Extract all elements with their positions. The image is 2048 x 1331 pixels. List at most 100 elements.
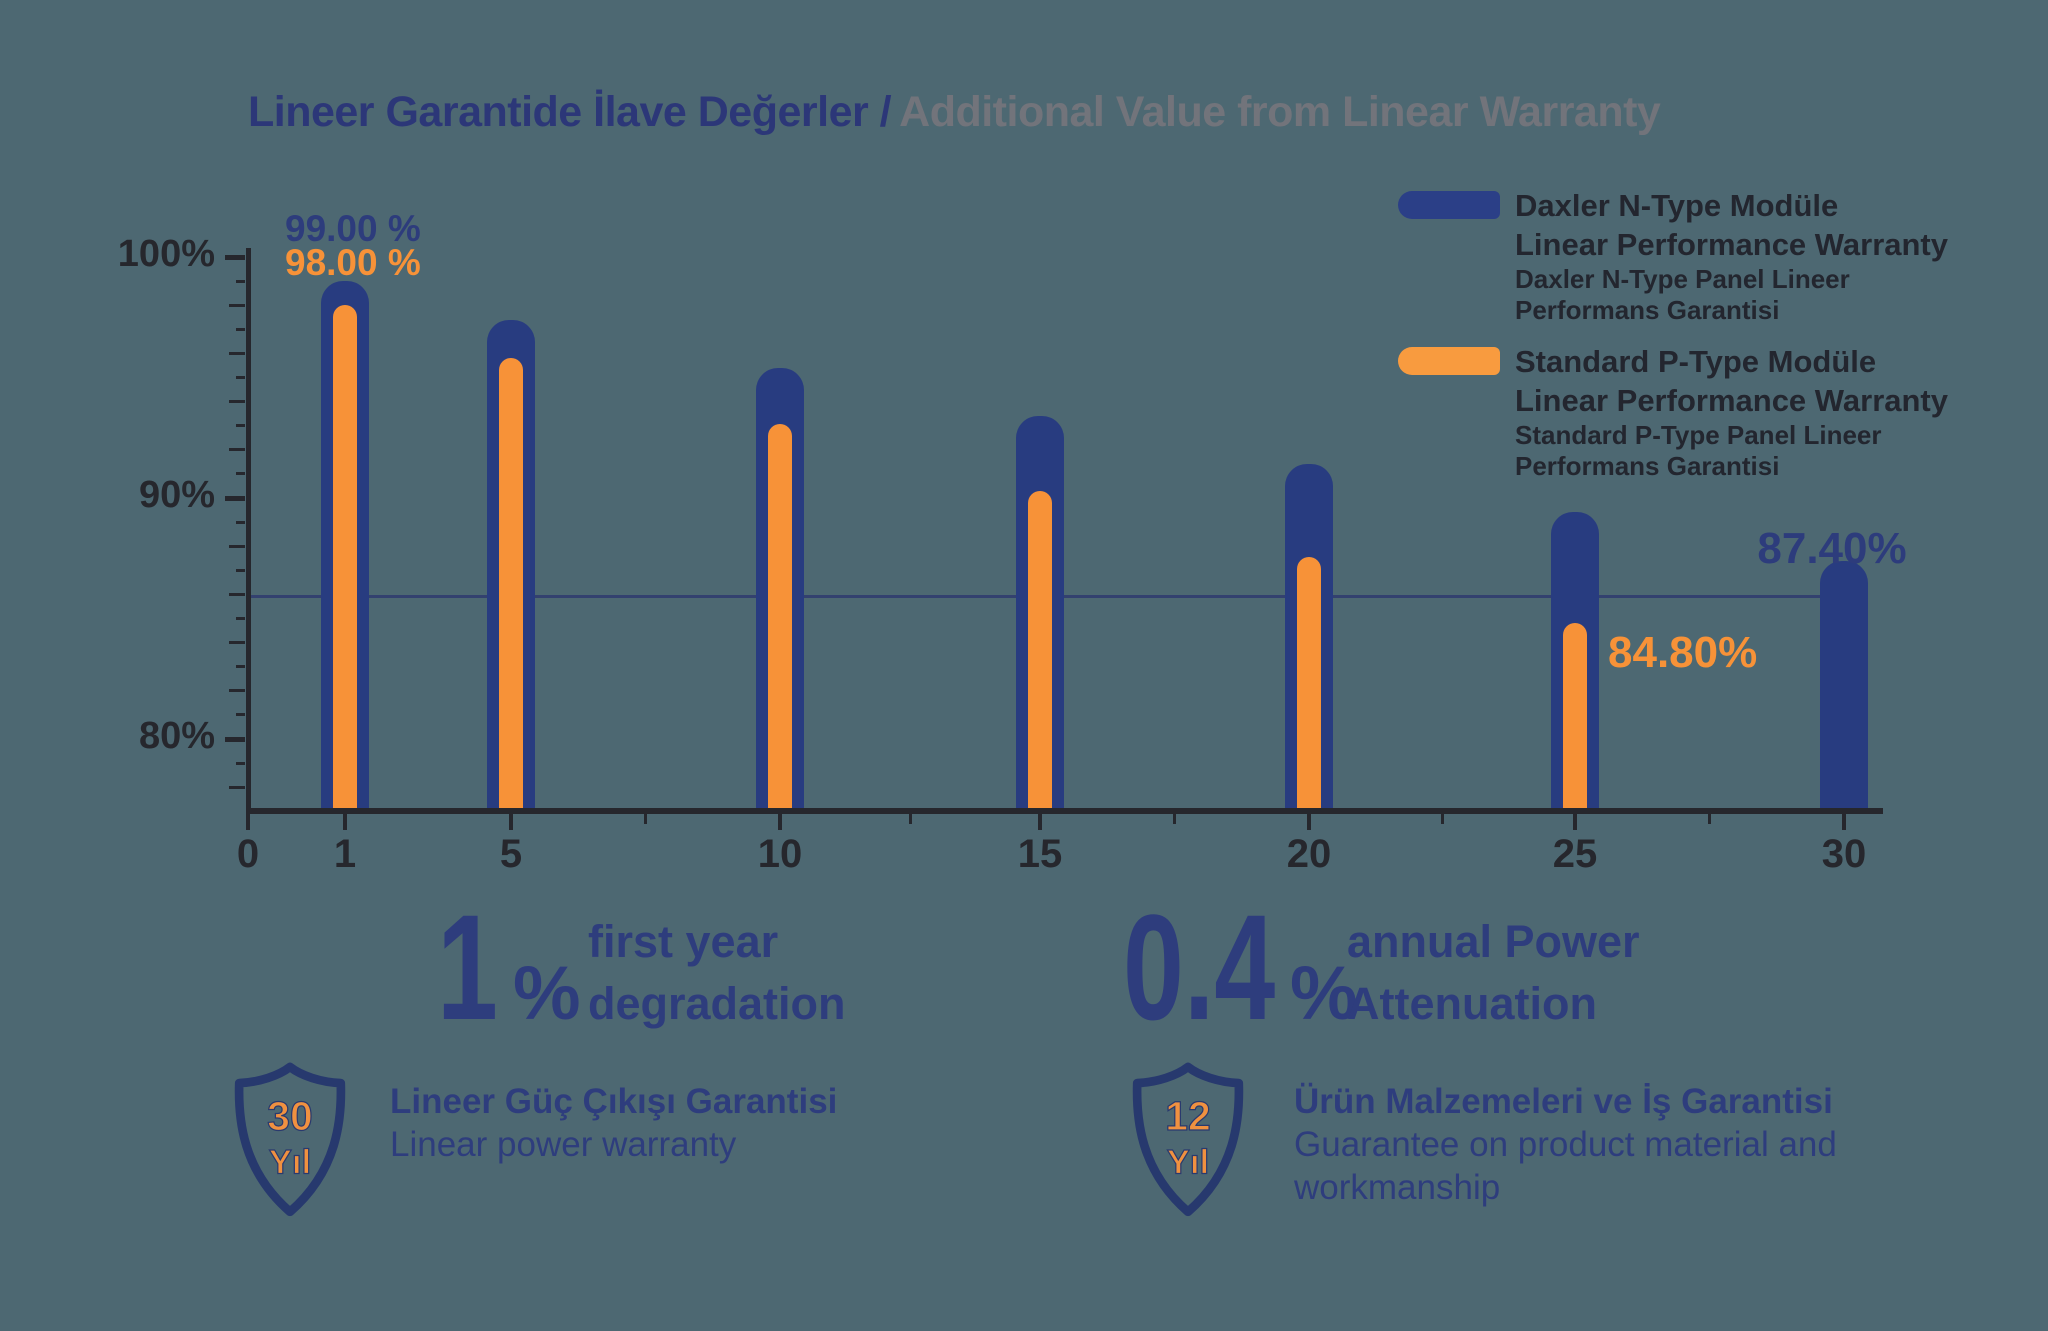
y-axis-minor-tick — [229, 689, 245, 693]
bar-p-type-year-10 — [768, 424, 792, 808]
y-axis-minor-tick — [236, 520, 245, 524]
badge-linear-power-warranty: 30 Yıl Lineer Güç Çıkışı Garantisi Linea… — [228, 1062, 837, 1218]
badge-subtitle: Linear power warranty — [390, 1125, 737, 1164]
y-axis-minor-tick — [229, 448, 245, 452]
y-axis-minor-tick — [236, 761, 245, 765]
y-axis-minor-tick — [229, 544, 245, 548]
bar-n-type-year-30 — [1820, 560, 1868, 808]
x-axis-tick — [343, 814, 347, 830]
title-turkish: Lineer Garantide İlave Değerler — [248, 88, 869, 136]
legend-item-p-type: Standard P-Type Modüle Linear Performanc… — [1398, 342, 2048, 482]
y-axis-minor-tick — [236, 327, 245, 331]
stat-value: 1 — [437, 883, 498, 1051]
y-axis-label: 100% — [117, 233, 215, 275]
legend-line: Daxler N-Type Modüle — [1515, 188, 1839, 223]
y-axis-minor-tick — [229, 303, 245, 307]
x-axis-minor-tick — [908, 814, 912, 824]
stat-label-line: first year — [588, 916, 779, 967]
x-axis-label: 5 — [499, 832, 523, 876]
badge-title: Lineer Güç Çıkışı Garantisi — [390, 1082, 838, 1121]
badge-subtitle: Guarantee on product material and workma… — [1294, 1125, 1837, 1207]
y-axis-minor-tick — [236, 568, 245, 572]
x-axis-label: 0 — [236, 832, 260, 876]
legend-line: Performans Garantisi — [1515, 451, 1780, 481]
x-axis-minor-tick — [1172, 814, 1176, 824]
shield-unit-text: Yıl — [269, 1143, 311, 1181]
page-title: Lineer Garantide İlave Değerler / Additio… — [248, 88, 1661, 137]
legend-line: Standard P-Type Panel Lineer — [1515, 420, 1882, 450]
n-type-swatch-icon — [1398, 191, 1500, 219]
x-axis-minor-tick — [1440, 814, 1444, 824]
badge-text: Ürün Malzemeleri ve İş Garantisi Guarant… — [1294, 1080, 1874, 1209]
stat-label-line: degradation — [588, 978, 846, 1029]
x-axis-label: 25 — [1552, 832, 1598, 876]
x-axis-label: 30 — [1821, 832, 1867, 876]
y-axis-minor-tick — [236, 376, 245, 379]
y-axis-line — [246, 248, 251, 812]
legend-item-n-type: Daxler N-Type Modüle Linear Performance … — [1398, 186, 2048, 326]
y-axis-minor-tick — [229, 641, 245, 645]
stat-value: 0.4 — [1123, 883, 1276, 1051]
bar-p-type-year-5 — [499, 358, 523, 808]
legend-line: Daxler N-Type Panel Lineer — [1515, 264, 1850, 294]
stat-label: annual Power Attenuation — [1347, 911, 1640, 1035]
y-axis-minor-tick — [229, 785, 245, 789]
y-axis-minor-tick — [236, 279, 245, 283]
value-label-0: 99.00 % — [285, 208, 421, 249]
stat-label-line: Attenuation — [1347, 978, 1597, 1029]
y-axis-major-tick — [225, 736, 245, 742]
chart-legend: Daxler N-Type Modüle Linear Performance … — [1398, 186, 2048, 482]
y-axis-major-tick — [225, 495, 245, 501]
x-axis-tick — [1307, 814, 1311, 830]
legend-line: Linear Performance Warranty — [1515, 383, 1949, 418]
bar-p-type-year-25 — [1563, 623, 1587, 808]
x-axis-tick — [1573, 814, 1577, 830]
y-axis-label: 90% — [138, 474, 215, 516]
shield-unit-text: Yıl — [1167, 1143, 1209, 1181]
stat-label: first year degradation — [588, 911, 846, 1035]
y-axis-label: 80% — [138, 715, 215, 757]
badge-product-material-warranty: 12 Yıl Ürün Malzemeleri ve İş Garantisi … — [1126, 1062, 1837, 1218]
y-axis-minor-tick — [229, 351, 245, 355]
value-label-3: 84.80% — [1608, 628, 1758, 677]
title-english: Additional Value from Linear Warranty — [899, 88, 1661, 136]
value-label-1: 98.00 % — [285, 242, 421, 283]
x-axis-minor-tick — [643, 814, 647, 824]
legend-text-n-type: Daxler N-Type Modüle Linear Performance … — [1515, 186, 2048, 326]
y-axis-minor-tick — [236, 424, 245, 428]
x-axis-label: 15 — [1017, 832, 1063, 876]
p-type-swatch-icon — [1398, 347, 1500, 375]
x-axis-tick — [509, 814, 513, 830]
shield-years-text: 12 — [1165, 1093, 1210, 1139]
y-axis-minor-tick — [236, 472, 245, 476]
bar-p-type-year-15 — [1028, 490, 1052, 808]
shield-12-years-icon: 12 Yıl — [1132, 1062, 1244, 1217]
y-axis-minor-tick — [236, 617, 245, 620]
x-axis-line — [246, 808, 1883, 814]
x-axis-label: 20 — [1286, 832, 1332, 876]
bar-p-type-year-20 — [1297, 557, 1321, 808]
legend-line: Standard P-Type Modüle — [1515, 344, 1877, 379]
x-axis-tick — [246, 814, 250, 830]
x-axis-label: 10 — [757, 832, 803, 876]
badge-text: Lineer Güç Çıkışı Garantisi Linear power… — [390, 1080, 1110, 1166]
title-separator: / — [868, 88, 892, 136]
y-axis-major-tick — [225, 254, 245, 260]
percent-sign: % — [513, 951, 581, 1037]
legend-line: Linear Performance Warranty — [1515, 227, 1949, 262]
x-axis-label: 1 — [333, 832, 357, 876]
value-label-2: 87.40% — [1757, 524, 1907, 573]
legend-line: Performans Garantisi — [1515, 295, 1780, 325]
shield-30-years-icon: 30 Yıl — [234, 1062, 346, 1217]
x-axis-tick — [778, 814, 782, 830]
y-axis-minor-tick — [236, 713, 245, 717]
shield-years-text: 30 — [267, 1093, 312, 1139]
legend-text-p-type: Standard P-Type Modüle Linear Performanc… — [1515, 342, 2048, 482]
x-axis-tick — [1842, 814, 1846, 830]
percent-sign: % — [1290, 951, 1358, 1037]
x-axis-minor-tick — [1707, 814, 1711, 824]
bar-p-type-year-1 — [333, 305, 357, 808]
y-axis-minor-tick — [229, 400, 245, 404]
